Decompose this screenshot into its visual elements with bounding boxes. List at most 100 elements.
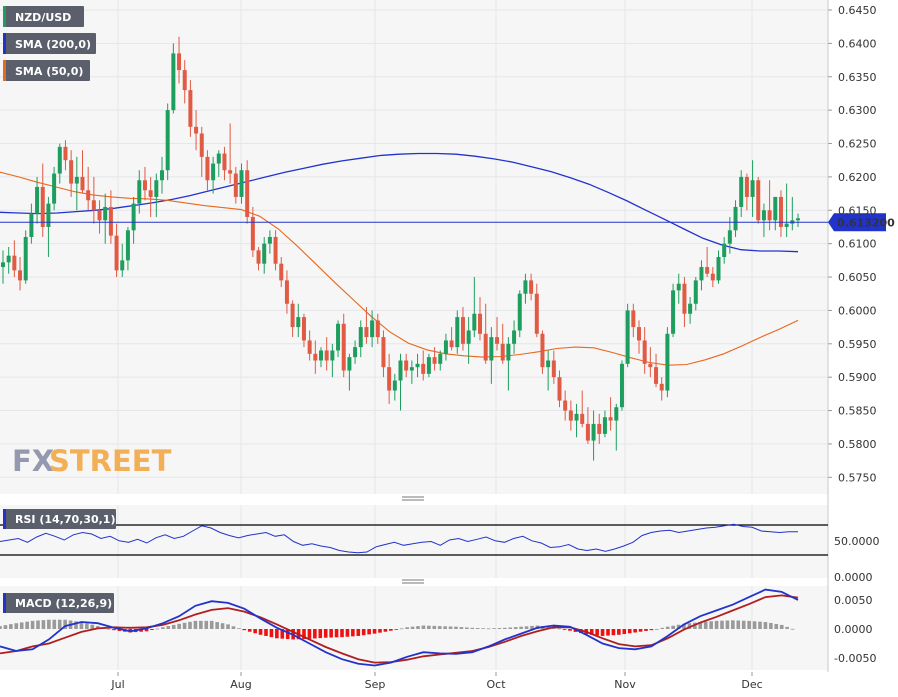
price-panel[interactable] [0, 0, 828, 494]
candle-body [52, 173, 57, 204]
macd-hist-bar-negative [242, 629, 247, 631]
candle-body [80, 176, 85, 191]
bullish-candle [370, 310, 375, 348]
price-tick-label: 0.6450 [838, 4, 877, 17]
bearish-candle [631, 303, 636, 338]
macd-hist-bar-negative [633, 629, 637, 633]
bullish-candle [120, 243, 125, 278]
macd-hist-bar-positive [399, 628, 404, 630]
legend-macd-label: MACD (12,26,9) [15, 597, 112, 610]
candle-body [500, 343, 505, 361]
macd-hist-bar-positive [682, 623, 686, 629]
sma50-line [0, 171, 799, 366]
macd-hist-bar-negative [600, 629, 605, 636]
macd-hist-bar-positive [671, 625, 675, 629]
candle-body [733, 206, 738, 231]
bearish-candle [69, 150, 74, 197]
macd-hist-bar-negative [573, 629, 578, 632]
price-axis: 0.6450 0.6400 0.6350 0.6300 0.6250 0.6200 0.61… [828, 4, 877, 484]
candle-body [523, 280, 528, 294]
legend-rsi[interactable]: RSI (14,70,30,1) [3, 509, 116, 529]
bearish-candle [108, 190, 113, 244]
macd-hist-bar-negative [253, 629, 257, 634]
macd-hist-bar-positive [714, 620, 719, 629]
macd-hist-bar-negative [622, 629, 627, 635]
candle-body [239, 170, 244, 197]
candle-body [483, 333, 488, 361]
legend-symbol[interactable]: NZD/USD [3, 6, 84, 27]
bullish-candle [591, 410, 596, 461]
bullish-candle [546, 350, 551, 391]
rsi-panel[interactable] [0, 505, 828, 578]
candle-body [375, 320, 380, 338]
macd-hist-bar-positive [9, 624, 13, 629]
macd-signal-line [0, 594, 799, 664]
macd-hist-bar-positive [166, 626, 171, 629]
bearish-candle [97, 200, 102, 234]
macd-hist-bar-positive [155, 628, 160, 630]
macd-hist-bar-positive [725, 620, 730, 629]
candle-body [517, 293, 522, 331]
candle-body [443, 340, 448, 354]
bearish-candle [705, 247, 710, 278]
macd-hist-bar-positive [492, 628, 496, 630]
macd-hist-bar-negative [568, 629, 572, 631]
candle-body [165, 110, 170, 171]
candle-body [216, 153, 221, 164]
bearish-candle [182, 60, 187, 104]
candle-body [591, 423, 596, 441]
macd-hist-bar-positive [421, 625, 426, 629]
pane-resize-handle-2[interactable] [402, 579, 424, 584]
macd-hist-bar-positive [220, 623, 225, 629]
candle-body [1, 262, 5, 268]
bullish-candle [443, 333, 448, 361]
bearish-candle [483, 303, 488, 364]
legend-sma50[interactable]: SMA (50,0) [3, 60, 90, 81]
price-tick-label: 0.6100 [838, 238, 877, 251]
rsi-tick-label: 0.0000 [834, 571, 873, 584]
price-tick-label: 0.6000 [838, 304, 877, 317]
last-price-label: 0.613200 [837, 216, 895, 229]
bullish-candle [761, 203, 766, 237]
price-tick-label: 0.6250 [838, 138, 877, 151]
candle-body [478, 313, 482, 334]
candle-body [682, 283, 687, 314]
bullish-candle [392, 373, 397, 401]
candle-body [307, 340, 312, 354]
legend-sma200[interactable]: SMA (200,0) [3, 33, 96, 54]
candle-body [608, 417, 613, 421]
bullish-candle [489, 327, 494, 384]
candle-body [69, 160, 74, 184]
bearish-candle [301, 313, 306, 348]
candle-body [631, 310, 636, 328]
macd-hist-bar-positive [57, 619, 62, 629]
candle-body [671, 290, 676, 334]
candle-body [188, 90, 193, 127]
bullish-candle [358, 320, 363, 358]
bullish-candle [699, 260, 704, 291]
candle-body [301, 317, 306, 341]
pane-resize-handle-1[interactable] [402, 496, 424, 501]
macd-hist-bar-positive [676, 624, 681, 629]
candle-body [341, 323, 346, 371]
candle-body [319, 350, 323, 361]
macd-tick-label: 0.0050 [834, 594, 873, 607]
legend-macd[interactable]: MACD (12,26,9) [3, 593, 114, 613]
price-tick-label: 0.6400 [838, 37, 877, 50]
bearish-candle [540, 330, 545, 374]
macd-hist-bar-negative [389, 629, 393, 631]
macd-indicator: 0.0050 0.0000 -0.0050 [0, 588, 876, 667]
candle-body [392, 380, 397, 391]
bullish-candle [409, 360, 414, 384]
candle-body [284, 280, 289, 304]
candle-body [744, 176, 749, 197]
candle-body [245, 170, 250, 217]
bearish-candle [421, 350, 426, 381]
candle-body [409, 367, 414, 371]
candle-body [585, 423, 590, 441]
candle-body [97, 210, 102, 221]
macd-hist-bar-positive [177, 623, 181, 629]
candle-body [449, 340, 454, 348]
macd-hist-bar-positive [41, 620, 46, 629]
candle-body [688, 303, 693, 314]
